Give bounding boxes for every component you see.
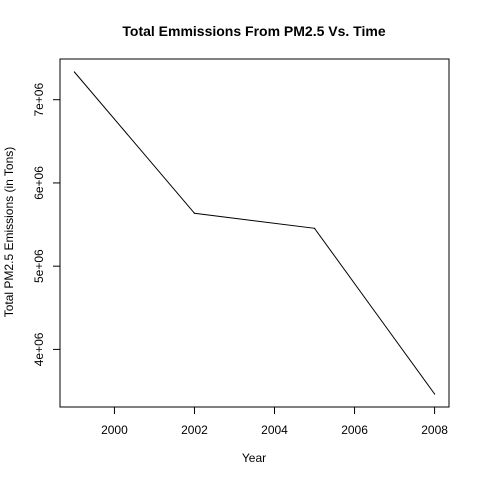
- plot-frame: [59, 58, 450, 408]
- y-tick-label: 4e+06: [32, 332, 46, 366]
- data-point: [433, 393, 436, 395]
- y-tick-label: 6e+06: [32, 166, 46, 200]
- x-tick-label: 2002: [181, 423, 208, 437]
- y-axis: 4e+06 5e+06 6e+06 7e+06: [32, 83, 60, 366]
- x-tick-label: 2006: [341, 423, 368, 437]
- series-group: [73, 71, 436, 395]
- x-axis-label: Year: [242, 451, 266, 465]
- data-point: [73, 71, 76, 73]
- y-tick-label: 7e+06: [32, 83, 46, 117]
- x-tick-label: 2000: [101, 423, 128, 437]
- data-point: [313, 227, 316, 229]
- x-axis: 2000 2002 2004 2006 2008: [101, 407, 448, 437]
- y-tick-label: 5e+06: [32, 249, 46, 283]
- chart-title: Total Emmissions From PM2.5 Vs. Time: [122, 23, 385, 39]
- x-tick-label: 2004: [261, 423, 288, 437]
- series-line: [74, 71, 436, 395]
- x-tick-label: 2008: [421, 423, 448, 437]
- data-point: [193, 212, 196, 214]
- y-axis-label: Total PM2.5 Emissions (in Tons): [2, 147, 16, 318]
